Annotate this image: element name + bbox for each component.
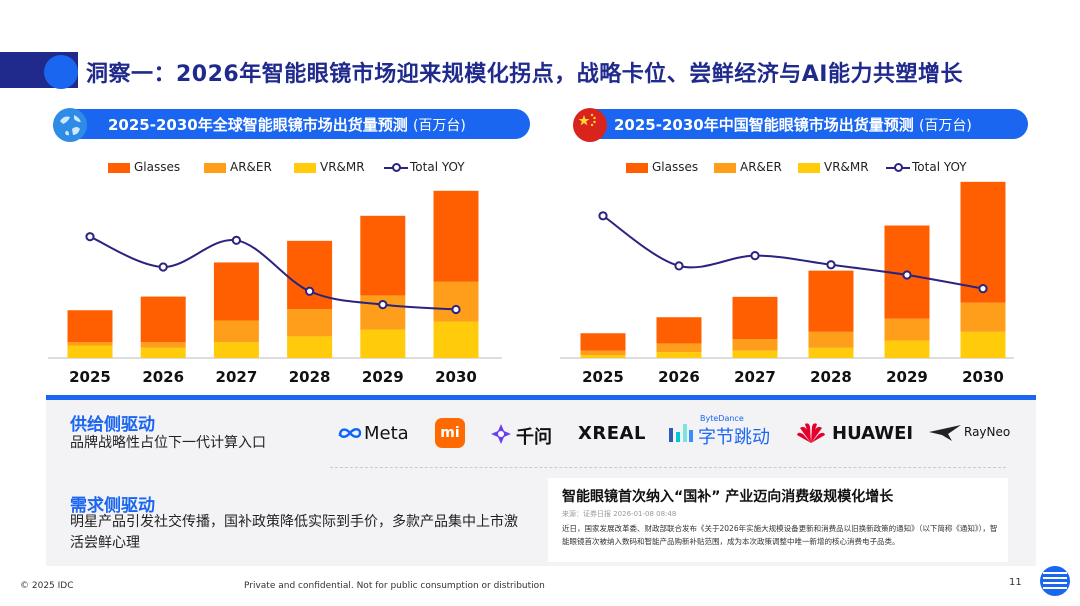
- rayneo-wing-icon: [929, 425, 961, 441]
- yoy-point-2027: [750, 251, 760, 261]
- bar-glasses-2025: [67, 310, 113, 343]
- supply-title: 供给侧驱动: [70, 415, 155, 435]
- yoy-point-2028: [305, 286, 315, 296]
- china-chart-header: 2025-2030年中国智能眼镜市场出货量预测 (百万台): [574, 109, 1028, 139]
- news-clipping: 智能眼镜首次纳入“国补” 产业迈向消费级规模化增长 来源：证券日报 2026-0…: [548, 478, 1008, 562]
- bar-vr-mr-2027: [213, 342, 259, 358]
- qianwen-star-icon: [491, 424, 511, 444]
- huawei-flower-icon: [797, 423, 825, 443]
- news-meta: 来源：证券日报 2026-01-08 08:48: [562, 510, 677, 518]
- bar-vr-mr-2026: [140, 347, 186, 358]
- china-legend: Glasses AR&ER VR&MR Total YOY: [626, 160, 1006, 176]
- yoy-point-2027: [231, 235, 241, 245]
- bar-ar-er-2027: [732, 339, 778, 351]
- bar-vr-mr-2025: [580, 355, 626, 358]
- bar-glasses-2030: [433, 190, 479, 282]
- section-divider: [46, 395, 1036, 400]
- bar-ar-er-2025: [580, 350, 626, 356]
- supply-desc: 品牌战略性占位下一代计算入口: [70, 435, 266, 451]
- bar-vr-mr-2026: [656, 352, 702, 358]
- bar-glasses-2026: [140, 296, 186, 343]
- bar-ar-er-2029: [884, 318, 930, 341]
- bar-vr-mr-2028: [808, 347, 854, 358]
- bar-ar-er-2027: [213, 320, 259, 343]
- bar-glasses-2028: [808, 270, 854, 332]
- china-chart-title: 2025-2030年中国智能眼镜市场出货量预测 (百万台): [614, 116, 972, 134]
- year-tick-2030: 2030: [962, 368, 1004, 386]
- meta-infinity-icon: [338, 428, 362, 438]
- year-tick-2026: 2026: [142, 368, 184, 386]
- bytedance-bars-icon: [669, 424, 693, 442]
- bytedance-logo: ByteDance 字节跳动: [668, 414, 778, 448]
- bar-ar-er-2030: [960, 302, 1006, 332]
- qianwen-logo: 千问: [490, 420, 560, 448]
- bar-vr-mr-2030: [960, 331, 1006, 358]
- bar-ar-er-2030: [433, 281, 479, 322]
- bar-glasses-2027: [732, 296, 778, 340]
- yoy-point-2030: [978, 284, 988, 294]
- year-tick-2030: 2030: [435, 368, 477, 386]
- bar-glasses-2026: [656, 317, 702, 344]
- bar-ar-er-2026: [140, 342, 186, 348]
- year-tick-2028: 2028: [810, 368, 852, 386]
- bar-ar-er-2028: [808, 331, 854, 348]
- bar-glasses-2030: [960, 181, 1006, 303]
- globe-icon: [53, 108, 87, 142]
- bar-glasses-2027: [213, 262, 259, 321]
- xiaomi-logo: mi: [435, 418, 467, 448]
- yoy-point-2026: [158, 262, 168, 272]
- confidential-notice: Private and confidential. Not for public…: [244, 581, 545, 591]
- bar-vr-mr-2025: [67, 345, 113, 358]
- copyright: © 2025 IDC: [20, 581, 74, 591]
- idc-logo-icon: [1040, 566, 1070, 596]
- yoy-point-2029: [902, 270, 912, 280]
- year-tick-2027: 2027: [216, 368, 258, 386]
- rayneo-logo: RayNeo: [928, 420, 1018, 448]
- bar-ar-er-2025: [67, 342, 113, 346]
- bar-glasses-2028: [287, 240, 333, 310]
- yoy-point-2029: [378, 300, 388, 310]
- news-body: 近日，国家发展改革委、财政部联合发布《关于2026年实施大规模设备更新和消费品以…: [562, 524, 998, 546]
- global-chart-header: 2025-2030年全球智能眼镜市场出货量预测 (百万台): [56, 109, 530, 139]
- news-title: 智能眼镜首次纳入“国补” 产业迈向消费级规模化增长: [562, 489, 894, 505]
- page-title: 洞察一：2026年智能眼镜市场迎来规模化拐点，战略卡位、尝鲜经济与AI能力共塑增…: [86, 62, 963, 87]
- year-tick-2028: 2028: [289, 368, 331, 386]
- page-number: 11: [1009, 577, 1022, 588]
- bar-ar-er-2026: [656, 343, 702, 353]
- year-tick-2025: 2025: [69, 368, 111, 386]
- dashed-divider: [330, 467, 1006, 468]
- bar-vr-mr-2027: [732, 350, 778, 358]
- year-tick-2025: 2025: [582, 368, 624, 386]
- bar-vr-mr-2030: [433, 321, 479, 358]
- title-accent-dot: [44, 55, 78, 89]
- yoy-point-2026: [674, 261, 684, 271]
- bar-vr-mr-2029: [360, 329, 406, 358]
- meta-logo: Meta: [338, 420, 418, 448]
- global-legend: Glasses AR&ER VR&MR Total YOY: [108, 160, 488, 176]
- year-tick-2026: 2026: [658, 368, 700, 386]
- year-tick-2027: 2027: [734, 368, 776, 386]
- china-flag-icon: [573, 108, 607, 142]
- demand-desc: 明星产品引发社交传播，国补政策降低实际到手价，多款产品集中上市激活尝鲜心理: [70, 514, 518, 551]
- bar-glasses-2029: [360, 215, 406, 296]
- bar-vr-mr-2028: [287, 336, 333, 358]
- bar-glasses-2025: [580, 333, 626, 351]
- yoy-point-2025: [598, 211, 608, 221]
- bar-vr-mr-2029: [884, 340, 930, 358]
- yoy-point-2025: [85, 232, 95, 242]
- yoy-point-2028: [826, 260, 836, 270]
- year-tick-2029: 2029: [886, 368, 928, 386]
- yoy-point-2030: [451, 304, 461, 315]
- bar-ar-er-2028: [287, 309, 333, 337]
- xreal-logo: XREAL: [578, 423, 646, 444]
- demand-title: 需求侧驱动: [70, 496, 155, 516]
- china-shipment-chart: 2025 2026 2027 2028 2029 2030: [560, 181, 1014, 386]
- year-tick-2029: 2029: [362, 368, 404, 386]
- global-chart-title: 2025-2030年全球智能眼镜市场出货量预测 (百万台): [108, 116, 466, 134]
- huawei-logo: HUAWEI: [796, 420, 916, 448]
- global-shipment-chart: 2025 2026 2027 2028 2029 2030: [48, 190, 502, 386]
